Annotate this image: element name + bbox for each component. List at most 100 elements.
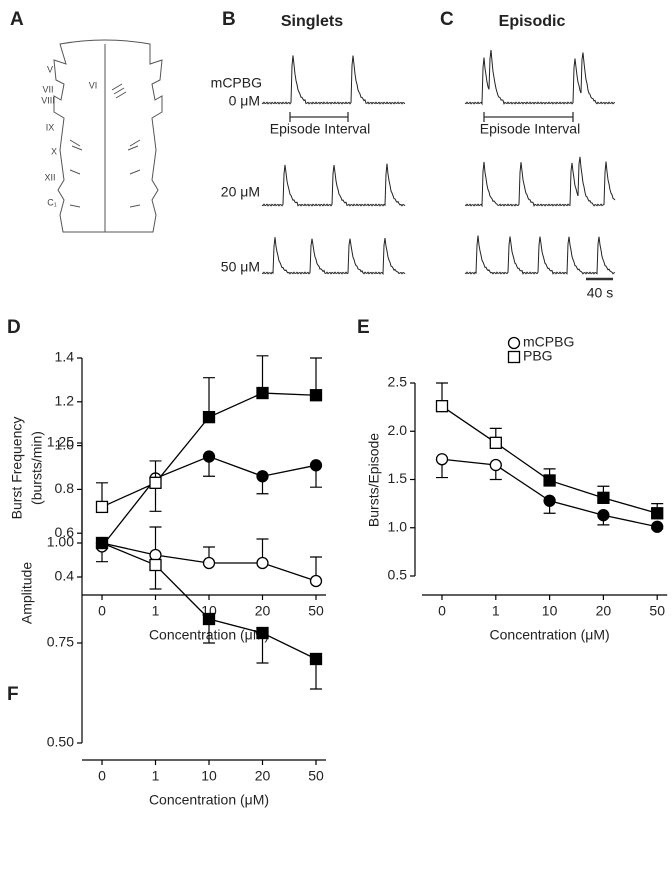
nerve-label: VII — [42, 84, 53, 94]
data-point — [202, 612, 216, 626]
x-tick-label: 0 — [438, 603, 446, 619]
data-point — [543, 494, 556, 507]
error-bar — [310, 357, 322, 396]
y-axis-label: Burst Frequency — [9, 417, 25, 520]
error-bar — [256, 355, 269, 394]
x-tick-label: 20 — [255, 768, 271, 784]
interval-label: Episode Interval — [270, 121, 370, 137]
interval-label: Episode Interval — [480, 121, 580, 137]
data-point — [149, 558, 162, 572]
data-point — [489, 458, 502, 472]
x-tick-label: 50 — [649, 603, 665, 619]
data-point — [309, 574, 323, 588]
data-point — [543, 474, 556, 487]
x-axis-label: Concentration (μM) — [490, 627, 610, 643]
x-tick-label: 1 — [492, 603, 500, 619]
concentration-label: 50 μM — [221, 259, 260, 275]
legend-marker — [507, 350, 521, 364]
brainstem-diagram — [53, 39, 163, 233]
nerve-label: C₁ — [47, 197, 57, 207]
interval-bar — [483, 112, 574, 122]
x-axis-label: Concentration (μM) — [149, 792, 269, 808]
y-tick-label: 0.50 — [47, 734, 74, 750]
trace-title: Episodic — [499, 13, 566, 30]
data-point — [489, 436, 502, 449]
nerve-label: X — [51, 146, 57, 156]
x-tick-label: 10 — [201, 768, 217, 784]
legend-label: mCPBG — [523, 334, 574, 350]
data-point — [149, 476, 162, 489]
trace-title: Singlets — [281, 13, 343, 30]
legend-marker — [507, 336, 521, 350]
data-point — [149, 548, 162, 562]
data-point — [651, 507, 664, 520]
concentration-label: 20 μM — [221, 184, 260, 200]
x-tick-label: 0 — [98, 768, 106, 784]
data-point — [435, 400, 449, 413]
x-tick-label: 0 — [98, 603, 106, 619]
data-point — [597, 491, 610, 504]
interval-bar — [289, 112, 349, 122]
y-tick-label: 1.25 — [47, 434, 74, 450]
y-tick-label: 0.4 — [55, 568, 75, 584]
y-tick-label: 1.0 — [55, 436, 75, 452]
panel-label: E — [357, 317, 370, 338]
x-tick-label: 20 — [255, 603, 271, 619]
data-point — [256, 556, 269, 570]
recording-trace — [261, 55, 406, 105]
nerve-label: V — [47, 64, 53, 74]
x-tick-label: 1 — [152, 768, 160, 784]
y-tick-label: 0.8 — [55, 480, 75, 496]
concentration-label: 0 μM — [229, 93, 260, 109]
nerve-label: XII — [44, 172, 55, 182]
drug-label: mCPBG — [211, 75, 262, 91]
y-tick-label: 2.5 — [388, 374, 408, 390]
data-point — [202, 410, 216, 424]
legend-label: PBG — [523, 348, 553, 364]
recording-trace — [261, 237, 406, 276]
scale-label: 40 s — [587, 285, 613, 301]
data-point — [309, 389, 323, 402]
y-tick-label: 1.4 — [55, 349, 75, 365]
y-axis-label: Bursts/Episode — [366, 433, 382, 527]
panel-label: D — [7, 317, 21, 338]
panel-label: F — [7, 684, 19, 705]
nerve-label: IX — [46, 122, 55, 132]
data-point — [256, 626, 269, 640]
y-tick-label: 0.5 — [388, 567, 408, 583]
data-point — [256, 386, 269, 400]
data-point — [435, 453, 449, 466]
y-tick-label: 1.2 — [55, 393, 75, 409]
y-axis-label: (bursts/min) — [29, 431, 45, 505]
x-tick-label: 1 — [152, 603, 160, 619]
data-point — [95, 536, 109, 550]
x-tick-label: 10 — [542, 603, 558, 619]
data-point — [202, 556, 216, 570]
data-point — [651, 520, 664, 533]
recording-trace — [464, 156, 616, 208]
error-bar — [203, 377, 215, 418]
data-point — [202, 450, 216, 463]
y-tick-label: 1.0 — [388, 518, 408, 534]
x-tick-label: 20 — [596, 603, 612, 619]
data-point — [95, 500, 109, 514]
y-tick-label: 0.75 — [47, 634, 74, 650]
y-axis-label: Amplitude — [19, 562, 35, 624]
x-tick-label: 50 — [308, 768, 324, 784]
nerve-label: VIII — [41, 95, 55, 105]
scale-bars — [289, 112, 613, 281]
y-tick-label: 1.5 — [388, 470, 408, 486]
recording-trace — [261, 163, 406, 207]
recording-trace — [464, 49, 616, 106]
data-point — [256, 470, 269, 483]
nerve-label: VI — [89, 80, 98, 90]
data-point — [309, 652, 323, 666]
y-tick-label: 0.6 — [55, 524, 75, 540]
panel-label: C — [440, 9, 454, 30]
recording-trace — [464, 235, 616, 275]
y-tick-label: 1.00 — [47, 534, 74, 550]
panel-label: A — [10, 9, 24, 30]
y-tick-label: 2.0 — [388, 422, 408, 438]
x-tick-label: 50 — [308, 603, 324, 619]
